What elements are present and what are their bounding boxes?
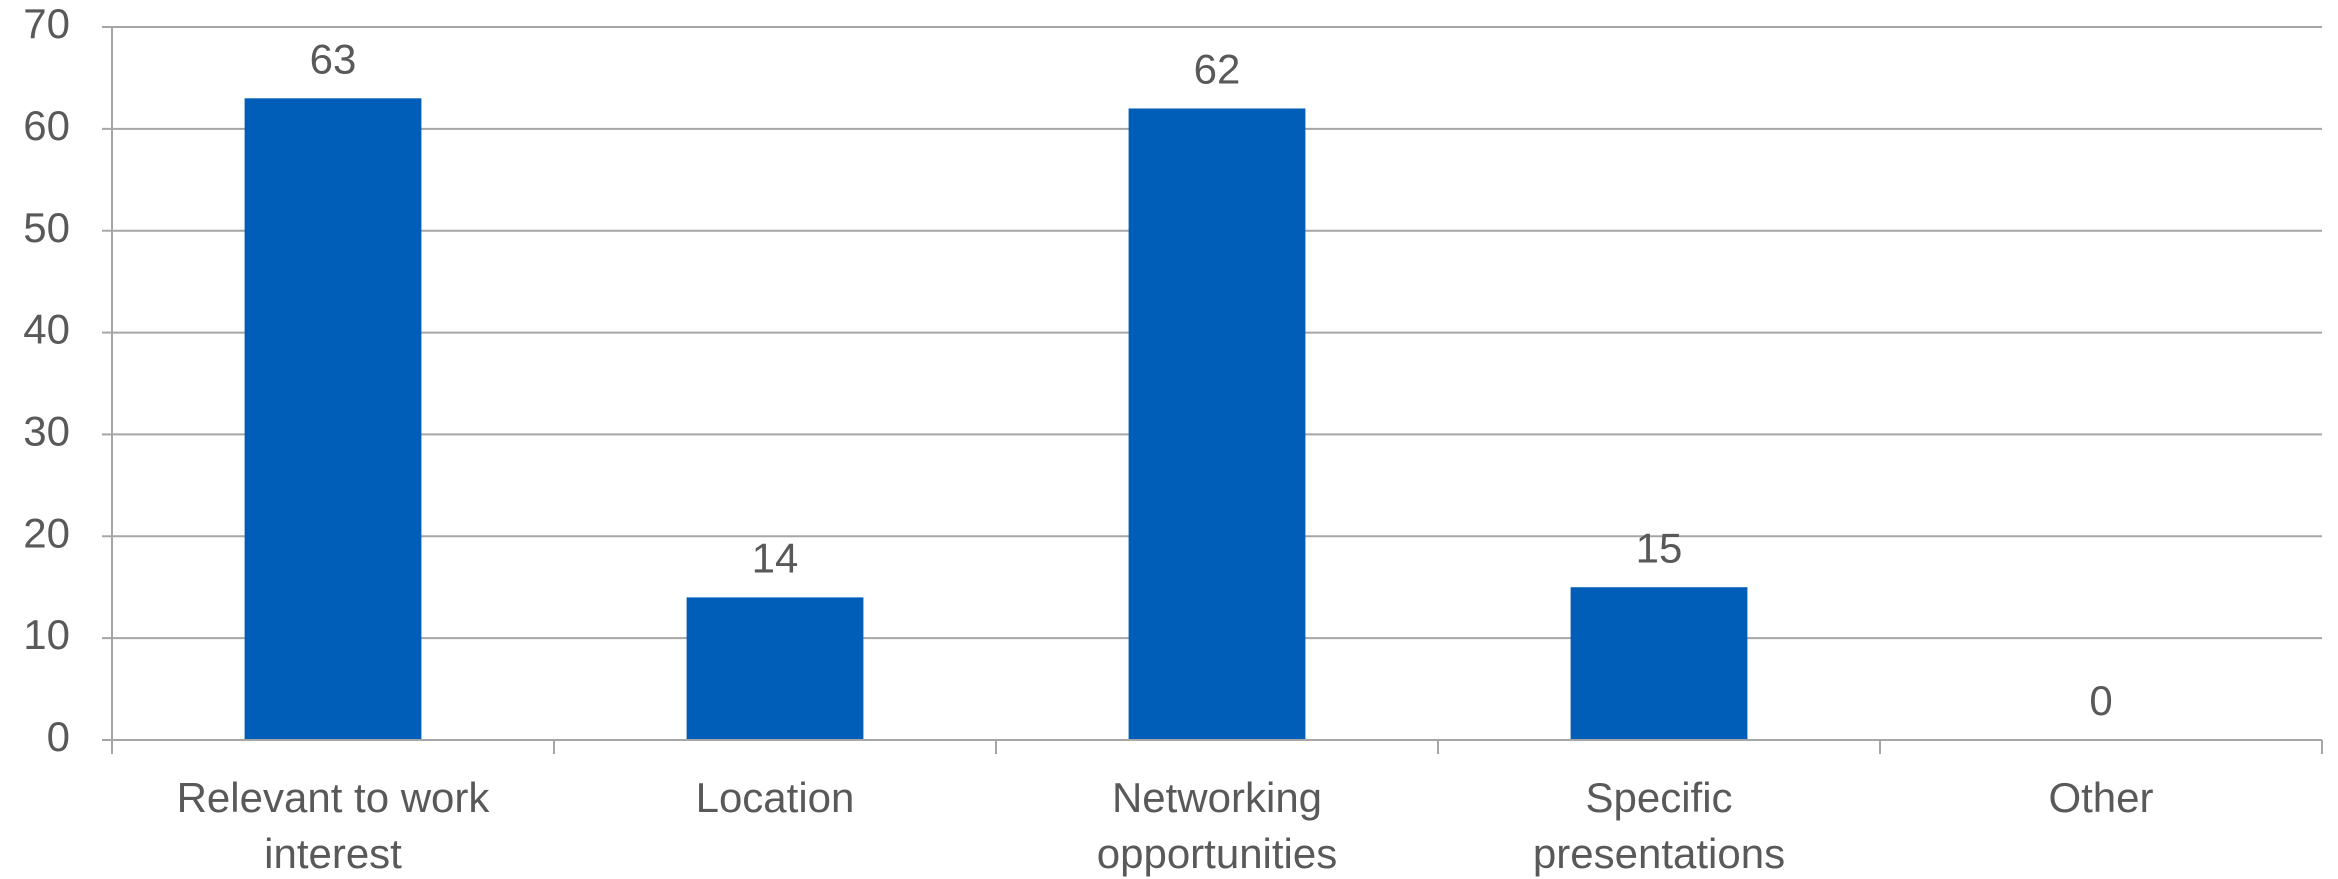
y-tick-label: 0 [47,713,70,760]
x-tick-label: Networking opportunities [1096,774,1338,877]
y-tick-label: 30 [23,408,70,455]
bar [1128,108,1306,740]
bar [686,597,864,740]
x-tick-label: Specific presentations [1532,774,1786,877]
bar [1570,587,1748,740]
value-label: 62 [1194,46,1241,93]
value-label: 14 [752,534,799,581]
bar [244,98,422,741]
y-tick-label: 20 [23,509,70,556]
x-tick-label: Location [695,774,855,821]
y-tick-label: 50 [23,204,70,251]
y-tick-label: 40 [23,306,70,353]
x-tick-label: Relevant to work interest [176,774,490,877]
y-tick-label: 10 [23,611,70,658]
x-tick-label: Other [2048,774,2154,821]
y-tick-label: 70 [23,0,70,47]
value-label: 15 [1636,524,1683,571]
value-label: 0 [2089,677,2112,724]
value-label: 63 [310,35,357,82]
y-tick-label: 60 [23,102,70,149]
